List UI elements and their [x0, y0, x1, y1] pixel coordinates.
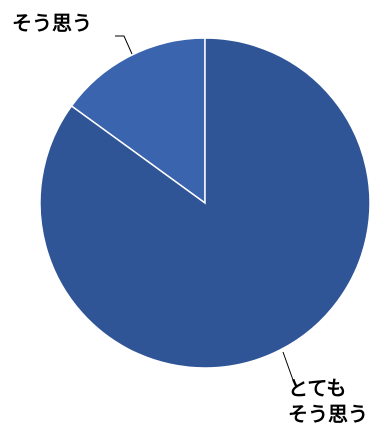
pie-slice: [39, 37, 371, 369]
pie-slice: [70, 37, 206, 205]
leader-line: [115, 35, 133, 55]
leader-line: [282, 351, 294, 381]
slice-label: とても そう思う: [288, 376, 368, 426]
slice-label: そう思う: [12, 11, 92, 35]
